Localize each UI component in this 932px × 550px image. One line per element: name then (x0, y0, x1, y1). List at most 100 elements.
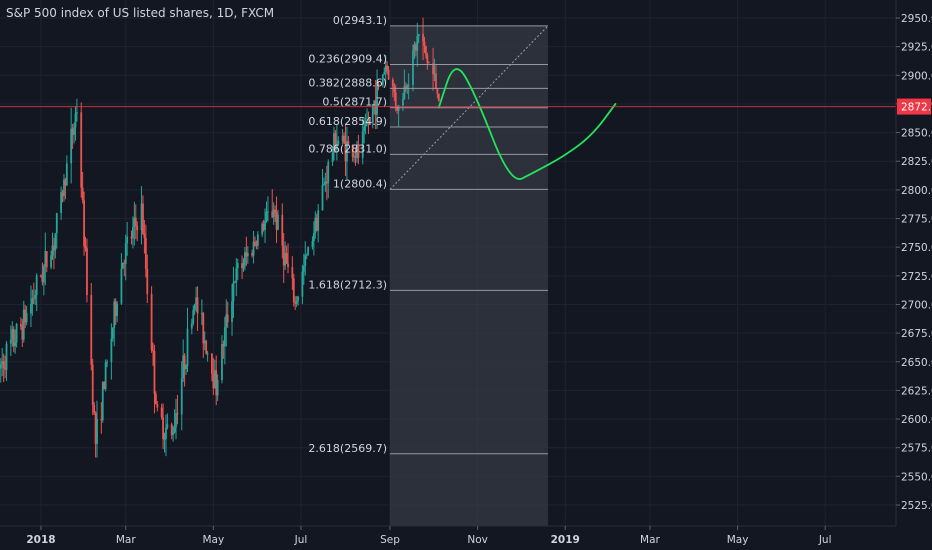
candle (81, 171, 84, 204)
candle-body (407, 84, 410, 86)
candle (2, 353, 5, 383)
candle-body (244, 252, 246, 266)
fib-level-label: 0.618(2854.9) (308, 115, 387, 128)
candle (170, 422, 173, 440)
candle (54, 233, 57, 259)
fibonacci-levels: 0(2943.1) 0.236(2909.4) 0.382(2888.6) 0.5(2… (308, 14, 548, 455)
candle (203, 331, 206, 351)
fib-level-label: 0.236(2909.4) (308, 53, 387, 66)
candle (60, 186, 63, 220)
candle-body (343, 135, 345, 144)
candle (136, 221, 139, 242)
y-tick-label: 2700.0 (901, 299, 932, 311)
candle-body (2, 361, 5, 368)
x-tick-label: Mar (640, 534, 660, 546)
candle (406, 83, 409, 95)
candle (222, 340, 225, 359)
candle-body (146, 268, 149, 295)
candle (126, 222, 129, 256)
candle (282, 233, 285, 283)
candle (120, 253, 123, 305)
candle (80, 102, 83, 198)
candle-body (21, 326, 24, 340)
candle (45, 251, 48, 273)
candle (180, 361, 183, 431)
candle (196, 286, 199, 331)
candle (93, 401, 96, 416)
y-tick-label: 2775.0 (901, 214, 932, 226)
candle (101, 381, 104, 423)
candle (367, 111, 370, 135)
candle-body (335, 144, 338, 150)
fib-level-label: 1(2800.4) (333, 177, 387, 190)
candle (175, 398, 177, 440)
candle (376, 69, 378, 129)
y-tick-label: 2950.0 (901, 13, 932, 25)
candle-body (435, 73, 437, 89)
candle-body (317, 210, 320, 231)
candle-body (60, 192, 63, 214)
candle (193, 303, 196, 315)
candle (173, 409, 176, 434)
candle (294, 296, 297, 311)
candle (236, 258, 239, 280)
candle-body (200, 313, 203, 315)
candle-body (287, 263, 289, 267)
candle (163, 432, 166, 453)
candle-body (153, 351, 156, 395)
candle-body (254, 241, 256, 245)
candle (200, 299, 203, 326)
candle (212, 357, 215, 396)
candle-body (321, 184, 324, 211)
candle (377, 80, 380, 91)
candle-body (44, 251, 47, 267)
candle-body (315, 217, 318, 231)
candle-body (272, 209, 275, 218)
candle-body (150, 294, 153, 350)
candle (15, 322, 18, 348)
candle (1, 348, 4, 377)
candle-body (242, 265, 245, 269)
candle (436, 88, 439, 99)
candle-body (285, 253, 288, 264)
y-tick-label: 2900.0 (901, 70, 932, 82)
candle (123, 259, 126, 277)
candle (387, 65, 390, 80)
candle (162, 403, 164, 450)
candle-body (51, 245, 54, 256)
candle-body (40, 275, 42, 278)
candle (113, 298, 116, 347)
candle (327, 159, 330, 199)
candle-body (402, 98, 404, 106)
candle-body (333, 133, 335, 153)
candle (413, 41, 416, 59)
candle (154, 391, 157, 405)
candle-body (55, 213, 58, 234)
candle-body (327, 162, 330, 184)
candle-body (363, 126, 366, 132)
candle (295, 296, 298, 308)
candle-body (414, 44, 417, 51)
candle-body (53, 245, 55, 251)
candle (337, 136, 340, 145)
candle-body (267, 211, 269, 213)
candle (186, 307, 189, 373)
candle (357, 134, 360, 165)
candle-body (373, 100, 376, 105)
candle (353, 153, 355, 163)
candle (22, 300, 25, 343)
candle-body (275, 212, 278, 230)
candle-body (252, 241, 255, 256)
candle (90, 283, 93, 371)
candle-body (136, 225, 139, 231)
candle-body (30, 304, 32, 314)
candle (185, 364, 187, 375)
candle (190, 318, 193, 335)
y-tick-label: 2675.0 (901, 328, 932, 340)
candle-body (45, 251, 48, 268)
candle-body (185, 366, 187, 370)
candle-body (94, 412, 97, 444)
candle-body (144, 238, 147, 269)
candle (363, 117, 366, 144)
